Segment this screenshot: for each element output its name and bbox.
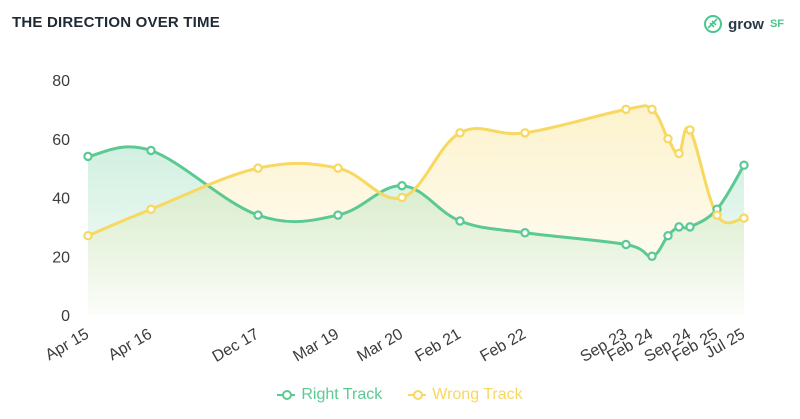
- point-wrong-track[interactable]: [83, 230, 93, 241]
- legend-label-right-track: Right Track: [301, 386, 383, 403]
- series-points: [83, 104, 749, 261]
- legend-item-wrong-track[interactable]: Wrong Track: [408, 386, 523, 404]
- logo-wordmark: grow: [728, 15, 764, 33]
- legend-item-right-track[interactable]: Right Track: [277, 386, 382, 404]
- y-tick-label: 80: [52, 73, 70, 90]
- y-tick-label: 0: [61, 308, 70, 325]
- point-right-track[interactable]: [333, 210, 343, 220]
- point-right-track[interactable]: [647, 251, 657, 261]
- x-tick-label: Apr 16: [106, 326, 155, 364]
- x-tick-label: Feb 22: [477, 326, 529, 366]
- point-wrong-track[interactable]: [739, 213, 749, 223]
- point-wrong-track[interactable]: [685, 125, 695, 135]
- point-wrong-track[interactable]: [674, 148, 684, 159]
- legend-swatch-wrong-track: [408, 390, 427, 400]
- point-wrong-track[interactable]: [333, 163, 343, 173]
- logo-suffix: SF: [769, 18, 784, 30]
- x-tick-label: Apr 15: [43, 326, 92, 364]
- point-right-track[interactable]: [455, 216, 465, 226]
- x-tick-label: Dec 17: [210, 326, 262, 366]
- area-right-track: [88, 146, 744, 315]
- point-wrong-track[interactable]: [621, 104, 631, 115]
- point-right-track[interactable]: [663, 230, 673, 241]
- chart-legend: Right Track Wrong Track: [0, 386, 800, 404]
- y-tick-label: 40: [52, 191, 70, 208]
- point-right-track[interactable]: [397, 181, 407, 191]
- point-right-track[interactable]: [739, 160, 749, 170]
- x-tick-label: Mar 19: [290, 326, 342, 366]
- leaf-icon: [704, 15, 723, 33]
- y-tick-label: 60: [52, 132, 70, 149]
- y-tick-label: 20: [52, 249, 70, 266]
- point-wrong-track[interactable]: [253, 163, 263, 173]
- y-axis: 0 20 40 60 80: [52, 73, 70, 325]
- point-wrong-track[interactable]: [647, 104, 657, 115]
- point-right-track[interactable]: [674, 222, 684, 232]
- point-right-track[interactable]: [146, 145, 156, 156]
- point-right-track[interactable]: [685, 222, 695, 232]
- point-right-track[interactable]: [83, 151, 93, 162]
- point-wrong-track[interactable]: [663, 134, 673, 144]
- legend-swatch-right-track: [277, 390, 296, 400]
- x-axis: Apr 15 Apr 16 Dec 17 Mar 19 Mar 20 Feb 21 Feb …: [43, 326, 748, 366]
- point-wrong-track[interactable]: [397, 192, 407, 203]
- x-tick-label: Mar 20: [354, 326, 406, 366]
- point-right-track[interactable]: [253, 210, 263, 220]
- x-tick-label: Feb 21: [412, 326, 464, 366]
- point-wrong-track[interactable]: [712, 210, 722, 220]
- series-areas: [88, 105, 744, 316]
- point-wrong-track[interactable]: [520, 128, 530, 138]
- chart-title: THE DIRECTION OVER TIME: [12, 14, 220, 31]
- point-wrong-track[interactable]: [146, 204, 156, 214]
- brand-logo: grow SF: [703, 14, 784, 34]
- point-right-track[interactable]: [621, 239, 631, 250]
- point-right-track[interactable]: [520, 228, 530, 238]
- legend-label-wrong-track: Wrong Track: [432, 386, 523, 403]
- point-wrong-track[interactable]: [455, 128, 465, 138]
